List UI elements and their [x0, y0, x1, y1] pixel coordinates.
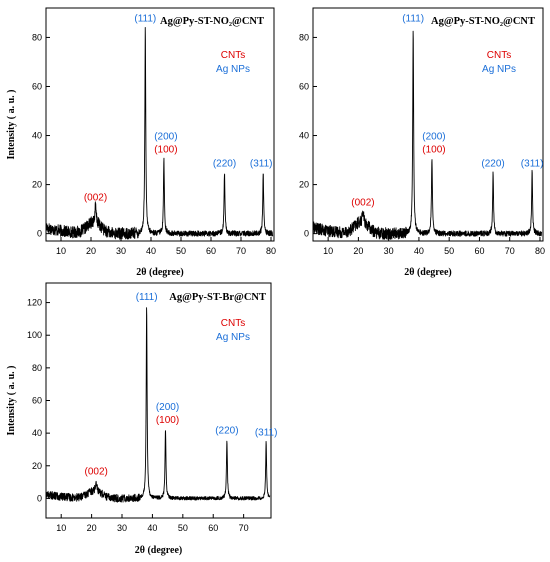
legend-entry: Ag NPs — [216, 332, 250, 343]
xrd-panel-3: 10 20 30 40 50 60 70 0 20 40 60 80 100 120 2θ (degree)… — [6, 282, 278, 556]
xrd-series-line — [46, 307, 271, 503]
y-tick-label: 0 — [37, 229, 42, 239]
legend-entry: CNTs — [221, 318, 245, 329]
peak-label: (002) — [84, 466, 107, 477]
legend-entry: Ag NPs — [216, 64, 250, 75]
y-tick-label: 20 — [32, 461, 42, 471]
xrd-series-line — [313, 30, 543, 240]
x-tick-label: 20 — [87, 523, 97, 533]
x-axis-label: 2θ (degree) — [135, 545, 183, 556]
y-tick-label: 40 — [32, 131, 42, 141]
plot-frame — [312, 7, 544, 242]
peak-label: (111) — [402, 14, 424, 25]
peak-label: (111) — [134, 14, 156, 25]
legend-entry: Ag NPs — [482, 64, 516, 75]
xrd-series-line — [46, 27, 274, 240]
x-tick-label: 10 — [323, 246, 333, 256]
x-tick-label: 50 — [444, 246, 454, 256]
x-tick-label: 60 — [474, 246, 484, 256]
y-tick-label: 20 — [32, 180, 42, 190]
peak-label: (220) — [215, 426, 238, 437]
legend-entry: CNTs — [487, 50, 511, 61]
peak-label: (311) — [250, 158, 273, 169]
peak-label: (200) — [422, 132, 445, 143]
x-tick-label: 60 — [206, 246, 216, 256]
y-tick-label: 60 — [32, 396, 42, 406]
y-tick-label: 0 — [304, 229, 309, 239]
peak-label: (311) — [255, 427, 278, 438]
y-axis-label: Intensity ( a. u. ) — [6, 365, 17, 435]
y-axis-label: Intensity ( a. u. ) — [6, 89, 17, 159]
y-tick-label: 60 — [32, 81, 42, 91]
peak-label: (100) — [154, 145, 177, 156]
x-tick-label: 70 — [236, 246, 246, 256]
x-tick-label: 30 — [116, 246, 126, 256]
legend-entry: CNTs — [221, 50, 245, 61]
x-axis-label: 2θ (degree) — [404, 267, 452, 278]
y-tick-label: 120 — [27, 298, 42, 308]
x-axis-label: 2θ (degree) — [136, 267, 184, 278]
peak-label: (200) — [154, 132, 177, 143]
x-tick-label: 70 — [505, 246, 515, 256]
x-tick-label: 40 — [146, 246, 156, 256]
plot-frame — [45, 7, 275, 242]
chart-title: Ag@Py-ST-Br@CNT — [169, 292, 266, 303]
x-tick-label: 30 — [384, 246, 394, 256]
y-tick-label: 40 — [32, 428, 42, 438]
peak-label: (200) — [156, 402, 179, 413]
y-tick-label: 0 — [37, 493, 42, 503]
x-tick-label: 50 — [176, 246, 186, 256]
x-tick-label: 30 — [117, 523, 127, 533]
y-tick-label: 80 — [32, 363, 42, 373]
peak-label: (311) — [521, 158, 544, 169]
x-tick-label: 40 — [414, 246, 424, 256]
peak-label: (100) — [422, 145, 445, 156]
peak-label: (220) — [213, 158, 236, 169]
x-tick-label: 10 — [56, 523, 66, 533]
chart-title: Ag@Py-ST-NO₂@CNT — [160, 16, 264, 27]
peak-label: (111) — [136, 292, 158, 303]
y-tick-label: 100 — [27, 330, 42, 340]
xrd-panel-2: 10 20 30 40 50 60 70 80 0 20 40 60 80 2θ (degree) Ag@P… — [299, 7, 545, 278]
y-tick-label: 80 — [299, 32, 309, 42]
chart-title: Ag@Py-ST-NO₂@CNT — [431, 16, 535, 27]
x-tick-label: 10 — [56, 246, 66, 256]
peak-label: (100) — [156, 415, 179, 426]
x-tick-label: 70 — [239, 523, 249, 533]
x-tick-label: 60 — [208, 523, 218, 533]
y-tick-label: 80 — [32, 32, 42, 42]
y-tick-label: 60 — [299, 81, 309, 91]
x-tick-label: 80 — [266, 246, 276, 256]
x-tick-label: 80 — [535, 246, 545, 256]
x-tick-label: 20 — [86, 246, 96, 256]
x-tick-label: 50 — [178, 523, 188, 533]
y-tick-label: 20 — [299, 180, 309, 190]
xrd-panel-1: 10 20 30 40 50 60 70 80 0 20 40 60 80 2θ (degree) Inte… — [6, 7, 276, 278]
peak-label: (220) — [481, 158, 504, 169]
x-tick-label: 40 — [147, 523, 157, 533]
peak-label: (002) — [84, 193, 107, 204]
y-tick-label: 40 — [299, 131, 309, 141]
x-tick-label: 20 — [353, 246, 363, 256]
peak-label: (002) — [351, 198, 374, 209]
